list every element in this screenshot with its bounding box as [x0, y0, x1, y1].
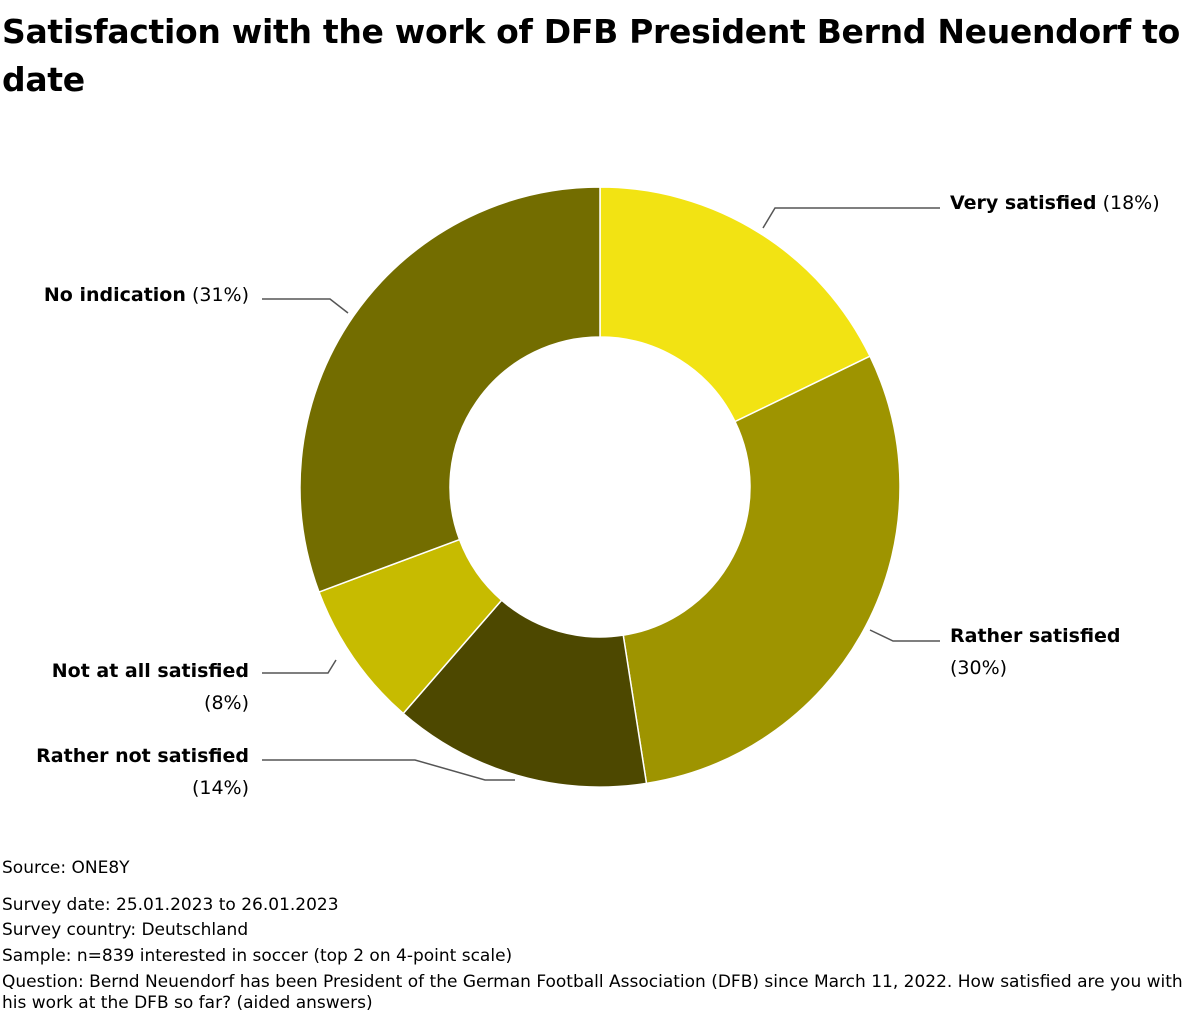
leader-line-very-satisfied	[762, 207, 940, 229]
source-note: Source: ONE8Y	[2, 858, 130, 878]
chart-title: Satisfaction with the work of DFB Presid…	[2, 12, 1180, 99]
label-rather-satisfied: Rather satisfied (30%)	[950, 620, 1121, 684]
label-rather-not-satisfied: Rather not satisfied (14%)	[36, 740, 249, 804]
leader-line-rather-satisfied	[869, 629, 940, 642]
label-no-indication: No indication (31%)	[44, 279, 249, 311]
slice-very-satisfied	[599, 186, 872, 423]
slice-percent: (30%)	[950, 657, 1008, 679]
slice-name: Rather not satisfied	[36, 745, 249, 767]
sample-note: Sample: n=839 interested in soccer (top …	[2, 946, 513, 966]
slice-percent: (18%)	[1102, 192, 1160, 214]
label-not-at-all-satisfied: Not at all satisfied (8%)	[52, 655, 249, 719]
slice-name: Not at all satisfied	[51, 660, 249, 682]
slice-percent: (8%)	[204, 692, 249, 714]
slice-percent: (14%)	[191, 777, 249, 799]
leader-line-not-at-all-satisfied	[262, 659, 337, 674]
slice-no-indication	[299, 186, 601, 594]
slice-rather-not-satisfied	[402, 599, 648, 788]
slice-name: Rather satisfied	[950, 625, 1121, 647]
slice-name: Very satisfied	[950, 192, 1097, 214]
label-very-satisfied: Very satisfied (18%)	[950, 187, 1160, 219]
question-note: Question: Bernd Neuendorf has been Presi…	[2, 972, 1183, 1013]
leader-line-no-indication	[262, 298, 349, 314]
survey-country: Survey country: Deutschland	[2, 920, 249, 940]
slice-rather-satisfied	[622, 355, 901, 785]
slice-name: No indication	[43, 284, 186, 306]
leader-line-rather-not-satisfied	[262, 759, 515, 781]
survey-date: Survey date: 25.01.2023 to 26.01.2023	[2, 895, 339, 915]
slice-percent: (31%)	[191, 284, 249, 306]
